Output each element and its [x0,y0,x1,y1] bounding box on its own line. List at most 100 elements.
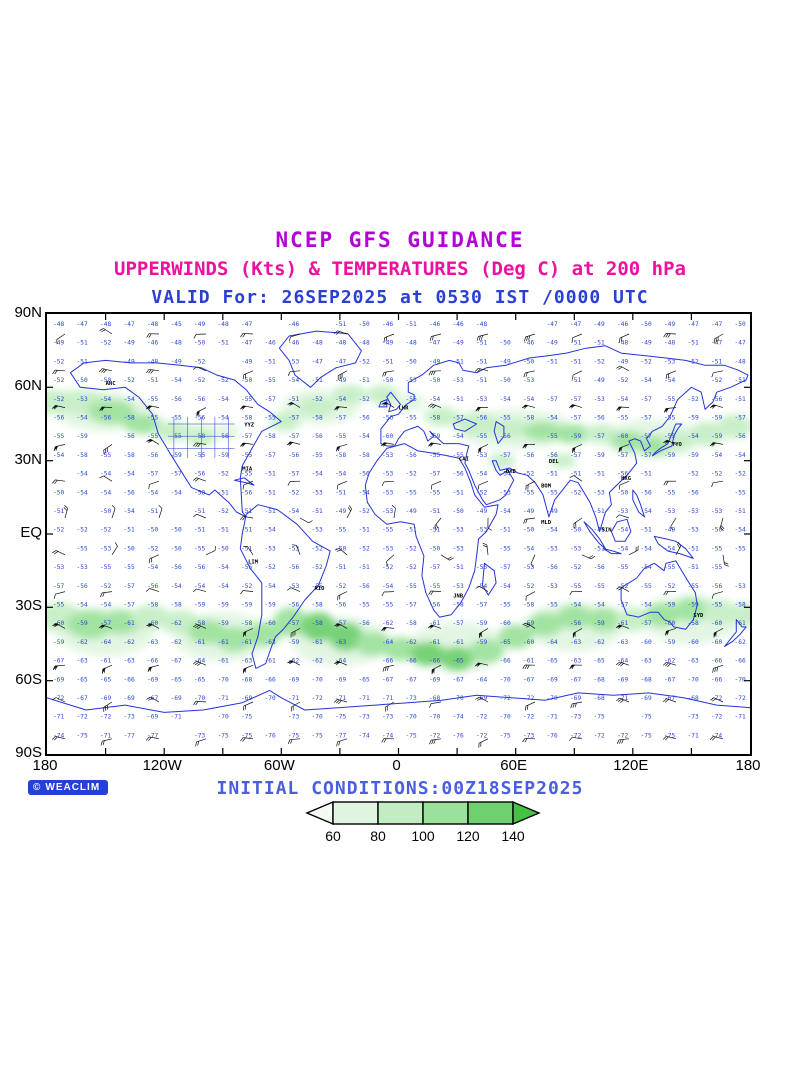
svg-text:-49: -49 [53,340,64,347]
svg-text:-65: -65 [594,658,605,665]
legend-tick-label: 60 [325,828,341,844]
svg-text:-70: -70 [265,695,276,702]
svg-text:-56: -56 [147,452,158,459]
svg-text:-48: -48 [735,358,746,365]
svg-text:-68: -68 [688,695,699,702]
svg-text:-59: -59 [218,602,229,609]
svg-text:-48: -48 [147,321,158,328]
svg-text:-51: -51 [335,564,346,571]
svg-text:-56: -56 [406,452,417,459]
svg-text:-52: -52 [617,583,628,590]
svg-text:-57: -57 [500,452,511,459]
svg-text:-71: -71 [382,695,393,702]
svg-text:-53: -53 [453,545,464,552]
svg-text:-54: -54 [124,508,135,515]
svg-text:-61: -61 [312,639,323,646]
svg-text:-57: -57 [124,583,135,590]
svg-text:-47: -47 [77,321,88,328]
svg-text:-49: -49 [382,340,393,347]
svg-text:-57: -57 [641,433,652,440]
svg-text:-57: -57 [570,452,581,459]
svg-text:-50: -50 [735,321,746,328]
svg-text:-72: -72 [523,695,534,702]
svg-text:-59: -59 [570,433,581,440]
svg-text:-52: -52 [77,527,88,534]
svg-text:-51: -51 [476,340,487,347]
svg-text:-54: -54 [617,396,628,403]
svg-text:-58: -58 [312,602,323,609]
svg-text:-58: -58 [523,415,534,422]
svg-text:-70: -70 [688,676,699,683]
x-axis-label: 180 [32,757,58,774]
svg-text:-70: -70 [218,714,229,721]
svg-text:HKG: HKG [621,476,632,482]
svg-text:-54: -54 [359,433,370,440]
svg-text:-50: -50 [523,358,534,365]
svg-text:-62: -62 [406,639,417,646]
svg-text:-54: -54 [100,489,111,496]
svg-text:-60: -60 [711,639,722,646]
svg-text:-53: -53 [735,583,746,590]
svg-text:-61: -61 [241,639,252,646]
svg-text:BOM: BOM [541,484,552,490]
svg-text:-51: -51 [594,340,605,347]
svg-text:-53: -53 [453,377,464,384]
svg-text:-76: -76 [265,732,276,739]
svg-text:-55: -55 [641,583,652,590]
svg-text:-53: -53 [312,489,323,496]
svg-text:-46: -46 [523,340,534,347]
svg-text:-57: -57 [265,452,276,459]
legend-left-arrow [305,800,334,826]
svg-text:-59: -59 [265,602,276,609]
svg-text:-70: -70 [429,714,440,721]
svg-text:-58: -58 [406,620,417,627]
svg-text:-77: -77 [147,732,158,739]
svg-text:-50: -50 [147,527,158,534]
svg-text:-56: -56 [570,620,581,627]
svg-text:-47: -47 [547,321,558,328]
svg-text:-54: -54 [359,489,370,496]
svg-text:-53: -53 [476,396,487,403]
svg-text:-74: -74 [453,714,464,721]
svg-text:-49: -49 [429,358,440,365]
svg-text:-63: -63 [570,658,581,665]
svg-text:-69: -69 [570,695,581,702]
svg-text:-54: -54 [77,602,88,609]
wind-speed-legend: 60 80 100 120 140 [303,799,547,847]
svg-text:-49: -49 [594,377,605,384]
svg-text:-54: -54 [476,583,487,590]
svg-text:-53: -53 [594,396,605,403]
svg-text:-58: -58 [194,433,205,440]
svg-text:-69: -69 [241,695,252,702]
svg-text:-46: -46 [288,321,299,328]
svg-text:-69: -69 [147,676,158,683]
svg-text:-60: -60 [382,433,393,440]
svg-text:-54: -54 [523,545,534,552]
svg-text:-46: -46 [429,321,440,328]
svg-text:-71: -71 [359,695,370,702]
svg-text:-57: -57 [288,620,299,627]
svg-text:-51: -51 [312,508,323,515]
svg-text:-50: -50 [500,377,511,384]
svg-text:-72: -72 [100,714,111,721]
svg-text:-48: -48 [147,358,158,365]
svg-text:-49: -49 [194,321,205,328]
svg-text:-69: -69 [100,695,111,702]
legend-segment [377,801,424,825]
svg-text:-68: -68 [641,676,652,683]
svg-text:-57: -57 [641,620,652,627]
svg-text:-63: -63 [617,639,628,646]
svg-text:-56: -56 [359,471,370,478]
svg-text:-50: -50 [335,545,346,552]
svg-text:-50: -50 [100,377,111,384]
svg-text:-56: -56 [77,583,88,590]
svg-text:-51: -51 [688,564,699,571]
svg-text:-55: -55 [711,602,722,609]
svg-text:-73: -73 [288,714,299,721]
svg-text:-52: -52 [265,564,276,571]
svg-text:-55: -55 [147,433,158,440]
svg-text:-55: -55 [406,415,417,422]
svg-text:-66: -66 [711,676,722,683]
svg-text:-57: -57 [53,583,64,590]
svg-text:-45: -45 [171,321,182,328]
